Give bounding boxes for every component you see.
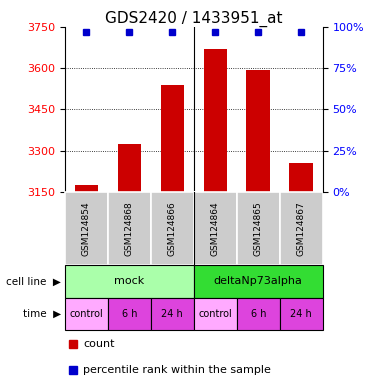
Text: cell line  ▶: cell line ▶ xyxy=(6,276,61,286)
Bar xyxy=(194,265,323,298)
Text: control: control xyxy=(69,309,103,319)
Text: percentile rank within the sample: percentile rank within the sample xyxy=(83,365,271,375)
Text: deltaNp73alpha: deltaNp73alpha xyxy=(214,276,303,286)
Bar xyxy=(65,192,108,265)
Bar xyxy=(237,298,280,330)
Text: GSM124868: GSM124868 xyxy=(125,201,134,256)
Bar xyxy=(289,163,313,192)
Bar xyxy=(151,192,194,265)
Bar xyxy=(246,70,270,192)
Bar xyxy=(65,265,194,298)
Bar xyxy=(194,298,237,330)
Text: mock: mock xyxy=(114,276,145,286)
Text: GSM124864: GSM124864 xyxy=(211,201,220,256)
Bar xyxy=(108,298,151,330)
Text: control: control xyxy=(198,309,232,319)
Bar xyxy=(65,298,108,330)
Text: 6 h: 6 h xyxy=(122,309,137,319)
Bar xyxy=(75,185,98,192)
Bar xyxy=(194,192,237,265)
Bar xyxy=(204,49,227,192)
Bar xyxy=(280,192,323,265)
Text: GSM124866: GSM124866 xyxy=(168,201,177,256)
Text: 24 h: 24 h xyxy=(161,309,183,319)
Bar xyxy=(108,192,151,265)
Bar xyxy=(237,192,280,265)
Bar xyxy=(161,84,184,192)
Title: GDS2420 / 1433951_at: GDS2420 / 1433951_at xyxy=(105,11,283,27)
Text: count: count xyxy=(83,339,115,349)
Bar xyxy=(151,298,194,330)
Bar xyxy=(280,298,323,330)
Text: time  ▶: time ▶ xyxy=(23,309,61,319)
Bar xyxy=(118,144,141,192)
Text: 6 h: 6 h xyxy=(250,309,266,319)
Text: GSM124854: GSM124854 xyxy=(82,201,91,256)
Text: 24 h: 24 h xyxy=(290,309,312,319)
Text: GSM124865: GSM124865 xyxy=(254,201,263,256)
Text: GSM124867: GSM124867 xyxy=(297,201,306,256)
